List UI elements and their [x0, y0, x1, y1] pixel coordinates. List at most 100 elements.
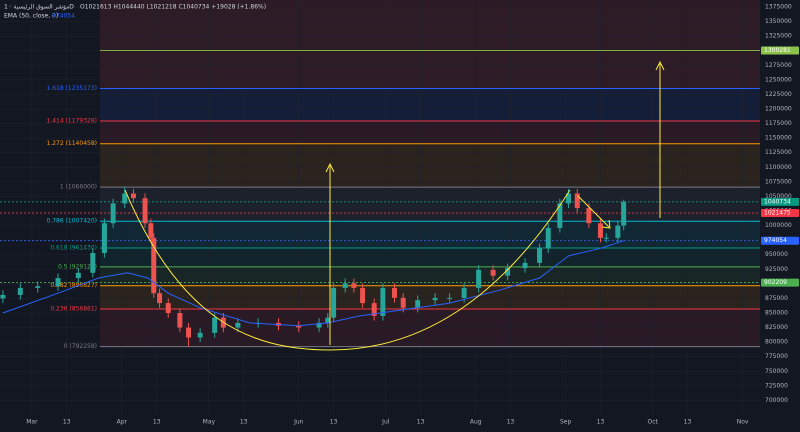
candle-body: [415, 300, 421, 308]
arrow: [577, 195, 610, 228]
y-tick-label: 775000: [765, 353, 788, 360]
fib-label: 1.414 (1179328): [47, 118, 98, 125]
candle-body: [537, 248, 543, 263]
arrow-head: [655, 60, 665, 71]
y-tick-label: 1150000: [765, 135, 792, 142]
y-tick-label: 925000: [765, 266, 788, 273]
levels: 0 (792258) 0.236 (856861) 0.382 (896827) 0.…: [0, 50, 760, 350]
fib-label: 0.786 (1007420): [47, 218, 98, 225]
candle-body: [197, 332, 203, 338]
fib-label: 0.236 (856861): [50, 305, 97, 312]
y-tick-label: 875000: [765, 295, 788, 302]
x-tick-label: 13: [417, 419, 425, 426]
fib-zone: [100, 88, 760, 122]
price-tag-label: 1021475: [764, 210, 791, 217]
x-tick-label: 13: [63, 419, 71, 426]
fib-zone: [100, 0, 760, 89]
x-tick-label: 13: [153, 419, 161, 426]
y-tick-label: 1350000: [765, 18, 792, 25]
fib-zone: [100, 121, 760, 144]
candle-body: [90, 252, 96, 273]
candle-body: [505, 268, 511, 276]
candle-body: [392, 287, 398, 298]
candle-body: [603, 237, 609, 239]
arrow-head: [325, 162, 335, 173]
y-tick-label: 1325000: [765, 33, 792, 40]
arrow-head: [601, 219, 611, 229]
candle-body: [148, 223, 154, 238]
candle-body: [447, 297, 453, 299]
candle-body: [574, 193, 580, 209]
fib-zone: [100, 221, 760, 249]
candle-body: [621, 201, 627, 226]
y-tick-label: 750000: [765, 368, 788, 375]
fib-zone: [100, 143, 760, 188]
candle-body: [0, 294, 6, 299]
price-tag-label: 1040734: [764, 198, 791, 205]
price-tag-label: 1300281: [764, 47, 791, 54]
fib-label: 0.382 (896827): [50, 282, 97, 289]
candle-body: [101, 223, 107, 253]
candle-body: [432, 297, 438, 301]
x-tick-label: Jul: [381, 419, 390, 426]
y-tick-label: 1250000: [765, 76, 792, 83]
y-tick-label: 1200000: [765, 105, 792, 112]
y-tick-label: 725000: [765, 382, 788, 389]
fib-label: 0.618 (961430): [50, 245, 97, 252]
x-tick-label: Jun: [293, 419, 304, 426]
candle-body: [75, 272, 81, 279]
candle-body: [212, 317, 218, 333]
price-tag: [761, 278, 799, 287]
y-tick-label: 800000: [765, 339, 788, 346]
candle-body: [331, 287, 337, 318]
price-tag: [761, 46, 799, 55]
fib-label: 1 (1066000): [60, 184, 97, 191]
y-tick-label: 1175000: [765, 120, 792, 127]
candle-body: [351, 283, 357, 288]
candle-body: [55, 278, 61, 287]
fib-zone: [100, 187, 760, 222]
x-tick-label: Aug: [470, 419, 482, 426]
price-tag: [761, 197, 799, 206]
y-tick-label: 1075000: [765, 178, 792, 185]
fib-label: 1.618 (1235173): [47, 85, 98, 92]
x-tick-label: 13: [597, 419, 605, 426]
title: مؤشر السوق الرئيسية · 1D: [4, 4, 74, 11]
candle-body: [371, 303, 377, 316]
candle-body: [522, 262, 528, 269]
candle-body: [235, 322, 241, 328]
candle-body: [316, 322, 322, 328]
x-tick-label: May: [203, 419, 216, 426]
fib-label: 0.5 (929129): [58, 263, 97, 270]
candle-body: [615, 225, 621, 238]
price-tag: [761, 236, 799, 245]
candle-body: [35, 286, 41, 288]
axis-bg: [0, 415, 800, 432]
candle-body: [557, 203, 563, 228]
ema-name: EMA (50, close, 0): [4, 13, 58, 20]
x-tick-label: Nov: [737, 419, 749, 426]
candle-body: [151, 237, 157, 294]
candle-body: [157, 293, 163, 304]
x-tick-label: 13: [330, 419, 338, 426]
candle-body: [461, 287, 467, 298]
candle-body: [342, 283, 348, 288]
candle-body: [177, 312, 183, 328]
x-tick-label: 13: [684, 419, 692, 426]
candle-body: [130, 193, 136, 199]
candle-body: [360, 287, 366, 304]
y-tick-label: 1000000: [765, 222, 792, 229]
candle-body: [142, 198, 148, 224]
candle-body: [325, 317, 331, 323]
candle-body: [566, 193, 572, 204]
y-tick-label: 950000: [765, 251, 788, 258]
candle-body: [380, 287, 386, 316]
x-tick-label: 13: [507, 419, 515, 426]
grid: [0, 0, 760, 415]
price-tag-label: 974054: [764, 237, 787, 244]
fib-zone: [100, 285, 760, 309]
candle-body: [586, 208, 592, 224]
